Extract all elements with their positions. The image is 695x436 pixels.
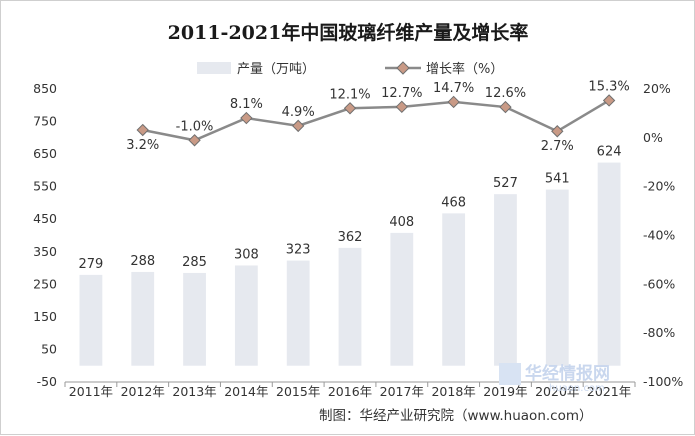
x-tick-label: 2011年: [69, 384, 113, 399]
x-tick-label: 2016年: [328, 384, 372, 399]
bar: [286, 260, 310, 366]
growth-line: [142, 99, 610, 142]
growth-data-label: 14.7%: [433, 81, 474, 96]
y-right-tick-label: 20%: [643, 81, 671, 96]
bar: [131, 271, 155, 366]
bar: [597, 162, 621, 366]
bar-data-label: 279: [78, 257, 103, 272]
growth-data-label: 12.1%: [329, 87, 370, 102]
growth-data-label: 3.2%: [126, 138, 159, 153]
bar: [338, 247, 362, 366]
bar: [545, 189, 569, 366]
y-left-tick-label: 450: [33, 211, 57, 226]
y-left-tick-label: 350: [33, 244, 57, 259]
bar-data-label: 527: [493, 176, 518, 191]
growth-point: [447, 95, 460, 109]
growth-data-label: 12.7%: [381, 86, 422, 101]
growth-data-label: 15.3%: [588, 79, 629, 94]
growth-point: [343, 102, 357, 115]
growth-data-label: 4.9%: [282, 105, 315, 120]
legend-swatch-bar: [197, 62, 231, 74]
y-left-tick-label: 250: [33, 276, 57, 291]
watermark-subtext: huaon.com: [549, 383, 605, 394]
bar-data-label: 285: [182, 255, 207, 270]
legend-marker: [396, 61, 410, 75]
x-tick-label: 2019年: [483, 384, 527, 399]
x-tick-label: 2018年: [431, 384, 475, 399]
y-right-tick-label: -100%: [643, 374, 683, 389]
y-right-tick-label: 0%: [643, 130, 663, 145]
legend: 产量（万吨） 增长率（%）: [197, 61, 503, 77]
y-left-tick-label: 150: [33, 309, 57, 324]
bar-data-label: 468: [441, 195, 466, 210]
y-left-tick-label: 750: [33, 114, 57, 129]
bar-data-label: 624: [597, 145, 622, 160]
x-tick-label: 2020年: [535, 384, 579, 399]
plot-area: -50 50 150 250 350 450 550 650 750 850 -100% -80% -6…: [33, 79, 683, 399]
growth-point: [136, 123, 149, 137]
bar: [183, 272, 206, 366]
growth-data-label: 8.1%: [230, 97, 263, 112]
growth-point: [499, 100, 512, 114]
x-tick-label: 2017年: [380, 384, 424, 399]
legend-label-line: 增长率（%）: [426, 61, 503, 77]
legend-label-bar: 产量（万吨）: [237, 62, 315, 77]
x-tick-label: 2014年: [224, 384, 268, 399]
source-note: 制图：华经产业研究院（www.huaon.com）: [319, 408, 593, 424]
growth-point: [240, 111, 253, 125]
bar-data-label: 308: [234, 247, 259, 262]
watermark: 华经情报网 huaon.com: [499, 363, 610, 394]
growth-data-label: 2.7%: [541, 139, 574, 154]
bar: [390, 232, 414, 366]
bar: [234, 265, 258, 366]
x-tick-label: 2013年: [172, 384, 216, 399]
y-left-tick-label: 850: [33, 81, 57, 96]
bar-data-label: 541: [545, 172, 570, 187]
watermark-text: 华经情报网: [525, 363, 610, 384]
bar-data-label: 288: [130, 254, 155, 269]
bar-data-label: 362: [338, 230, 363, 245]
x-tick-label: 2012年: [121, 384, 165, 399]
y-right-tick-label: -40%: [643, 228, 675, 243]
y-left-tick-label: 50: [41, 341, 57, 356]
y-left-tick-label: 650: [33, 146, 57, 161]
bar-data-label: 408: [389, 215, 414, 230]
y-left-tick-label: -50: [37, 374, 57, 389]
watermark-logo: [499, 363, 521, 385]
growth-point: [291, 119, 305, 133]
y-right-tick-label: -20%: [643, 179, 675, 194]
growth-point: [188, 134, 201, 147]
growth-point: [395, 100, 409, 114]
bar: [442, 213, 466, 366]
growth-data-label: 12.6%: [485, 86, 526, 101]
growth-data-label: -1.0%: [176, 119, 214, 134]
bar-data-label: 323: [286, 243, 311, 258]
y-right-tick-label: -60%: [643, 276, 675, 291]
growth-point: [551, 125, 564, 138]
y-right-tick-label: -80%: [643, 325, 675, 340]
chart-title: 2011-2021年中国玻璃纤维产量及增长率: [168, 21, 529, 44]
growth-point: [602, 94, 616, 107]
y-left-tick-label: 550: [33, 179, 57, 194]
x-tick-label: 2015年: [276, 384, 320, 399]
bar: [79, 274, 103, 366]
bar: [494, 194, 517, 366]
x-tick-label: 2021年: [587, 384, 631, 399]
